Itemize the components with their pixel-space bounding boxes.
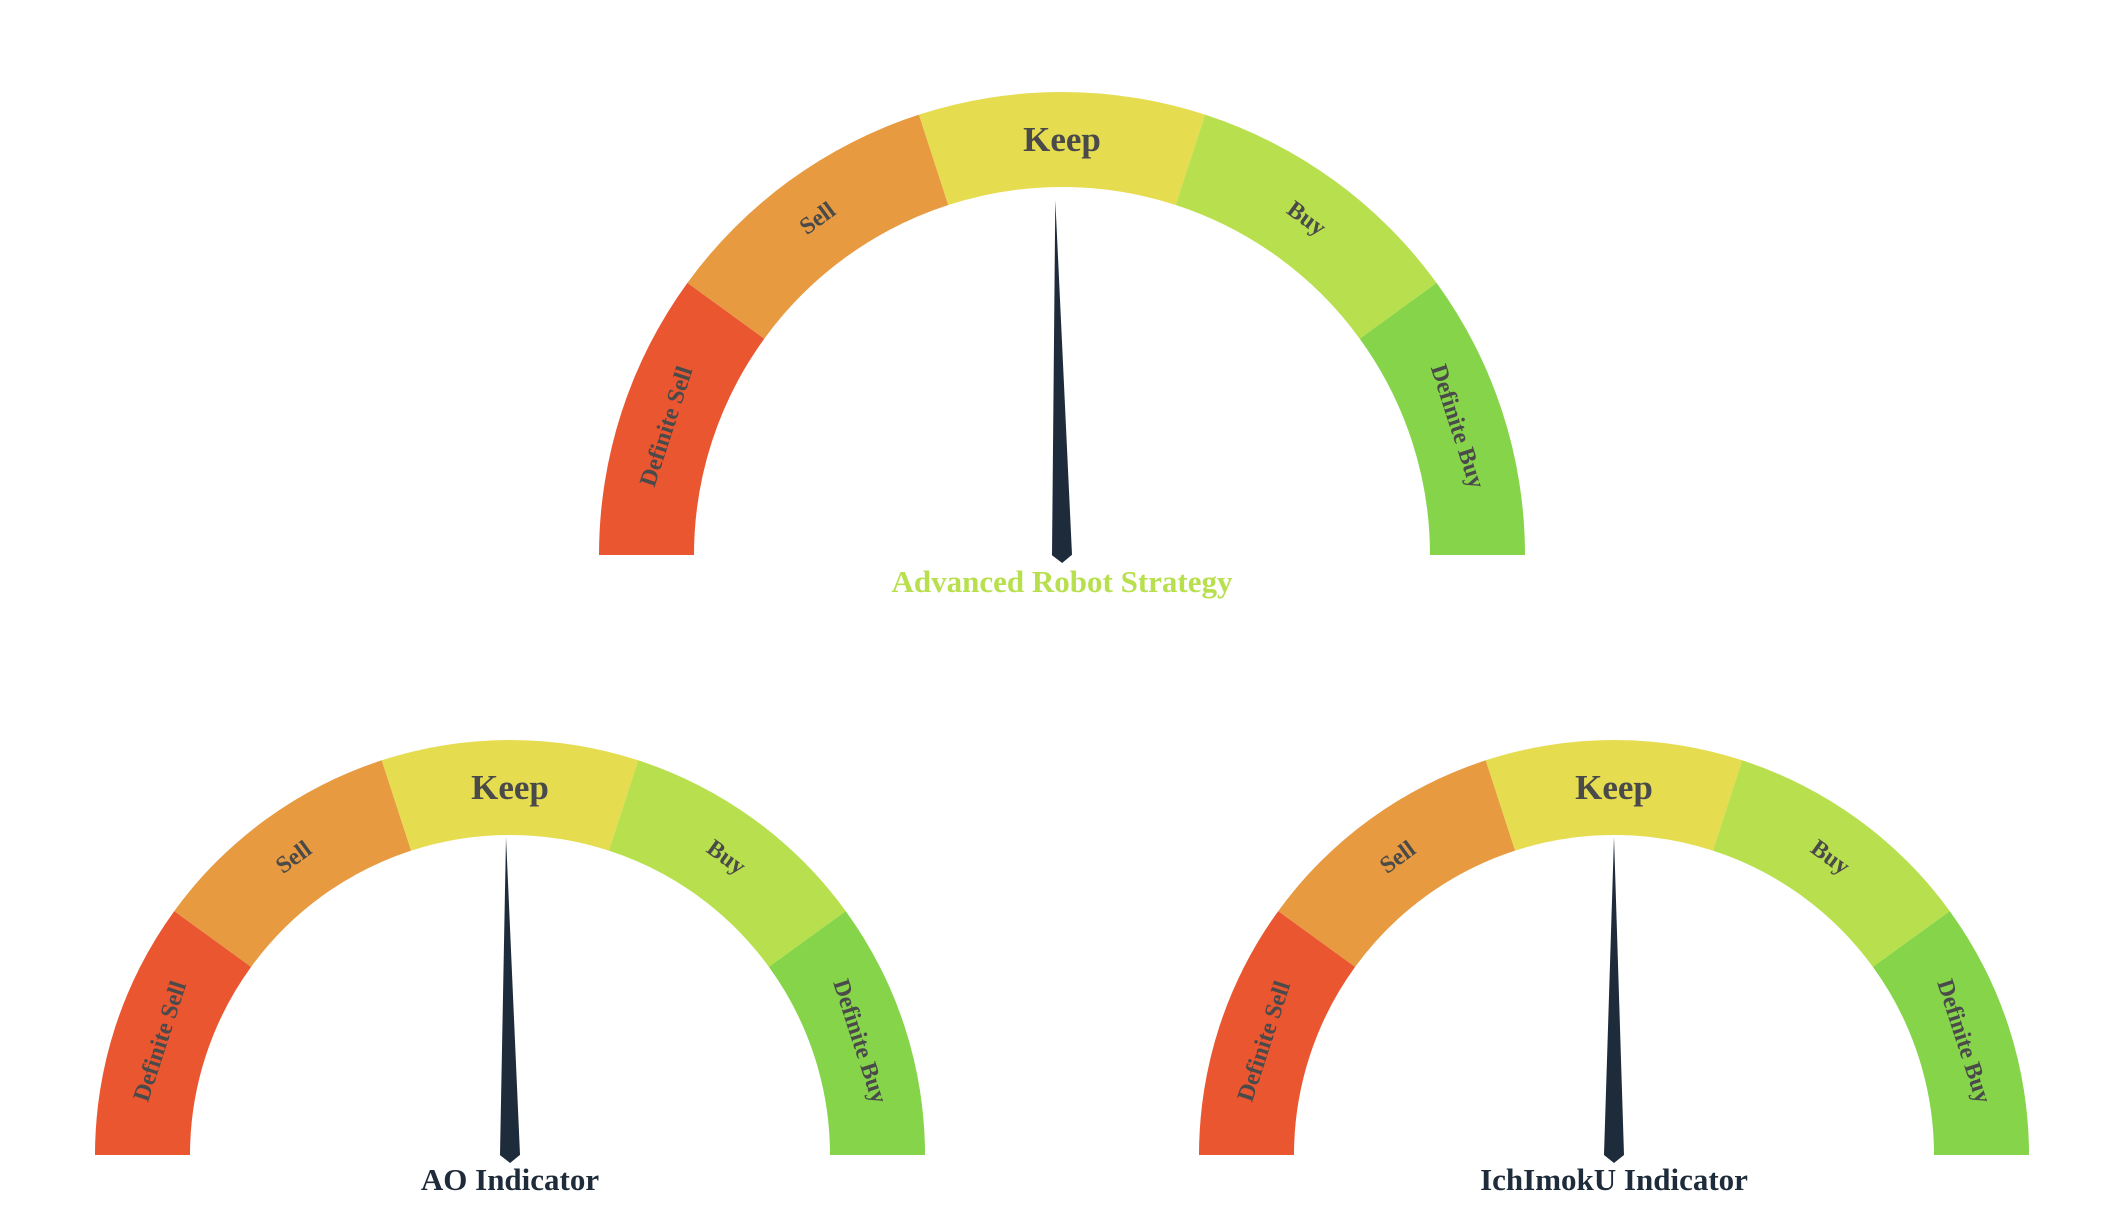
- gauge-title: Advanced Robot Strategy: [892, 564, 1233, 599]
- segment-sell: [1278, 760, 1516, 967]
- segment-keep: [918, 92, 1206, 206]
- gauge-title: AO Indicator: [421, 1162, 599, 1197]
- segment-definite-sell: [1199, 911, 1356, 1155]
- segment-definite-sell: [599, 282, 765, 555]
- gauge-needle: [1604, 837, 1624, 1163]
- segment-label-keep: Keep: [1575, 768, 1653, 807]
- gauge-title: IchImokU Indicator: [1480, 1162, 1748, 1197]
- segment-label-keep: Keep: [471, 768, 549, 807]
- segment-buy: [1175, 114, 1437, 339]
- segment-buy: [1712, 760, 1950, 967]
- gauge-needle: [1052, 200, 1072, 563]
- segment-sell: [687, 114, 949, 339]
- segment-sell: [174, 760, 412, 967]
- segment-definite-buy: [1359, 282, 1525, 555]
- segment-label-keep: Keep: [1023, 120, 1101, 159]
- gauge-needle: [500, 837, 520, 1163]
- segment-definite-buy: [1872, 911, 2029, 1155]
- segment-keep: [1485, 740, 1743, 851]
- segment-definite-buy: [768, 911, 925, 1155]
- segment-definite-sell: [95, 911, 252, 1155]
- segment-buy: [608, 760, 846, 967]
- segment-keep: [381, 740, 639, 851]
